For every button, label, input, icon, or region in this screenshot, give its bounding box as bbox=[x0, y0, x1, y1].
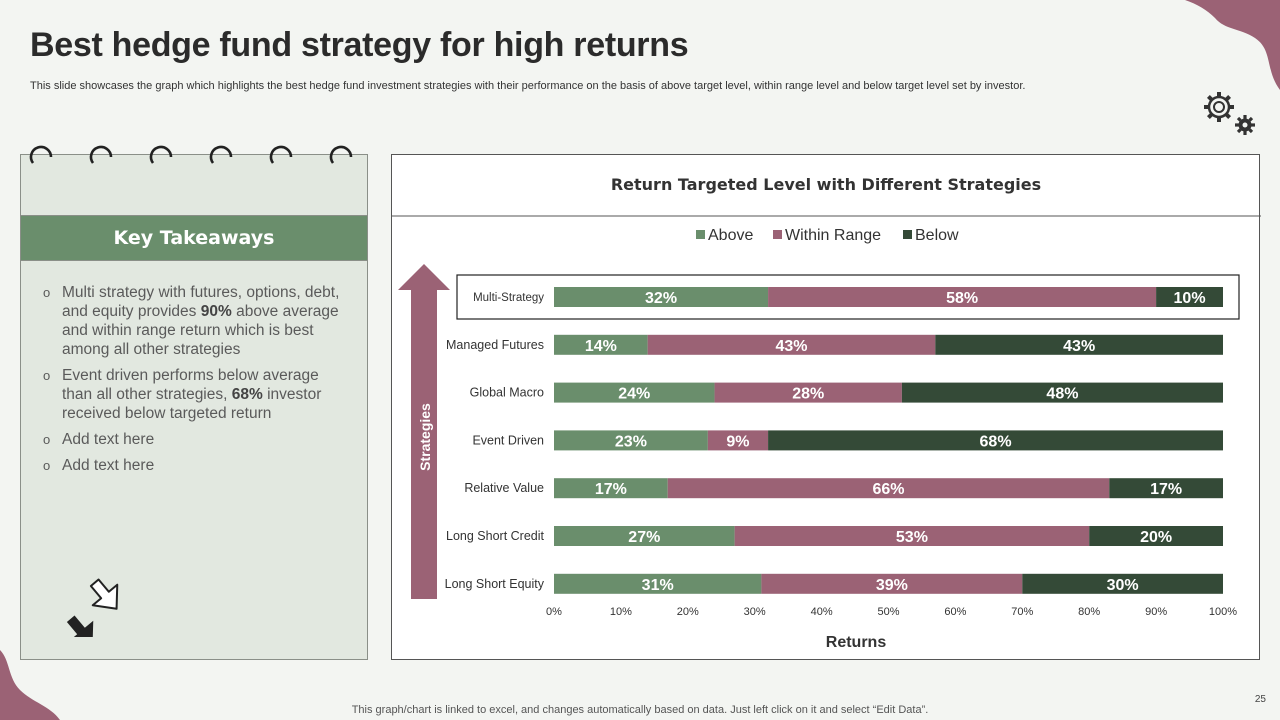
bar-0-0 bbox=[554, 287, 769, 307]
legend-label-2: Below bbox=[915, 227, 959, 244]
bar-2-3 bbox=[768, 430, 1223, 451]
bar-0-3 bbox=[554, 430, 708, 451]
data-label-1-6: 39% bbox=[876, 577, 908, 594]
bar-2-4 bbox=[1109, 478, 1223, 499]
x-tick-7: 70% bbox=[1011, 606, 1033, 618]
category-labels: Multi-Strategy Managed Futures Global Macr… bbox=[445, 292, 545, 591]
data-label-2-1: 43% bbox=[1063, 338, 1095, 355]
takeaway-item-1: Multi strategy with futures, options, de… bbox=[43, 283, 343, 359]
x-tick-4: 40% bbox=[811, 606, 833, 618]
data-label-2-0: 10% bbox=[1174, 290, 1206, 307]
key-takeaways-panel: Key Takeaways Multi strategy with future… bbox=[20, 154, 368, 660]
category-label-3: Event Driven bbox=[472, 433, 544, 447]
bar-0-5 bbox=[554, 526, 735, 546]
decorative-blob-bottom-left bbox=[0, 650, 60, 720]
bar-0-1 bbox=[554, 334, 648, 355]
x-tick-labels: 0% 10% 20% 30% 40% 50% 60% 70% 80% 90% 100% bbox=[546, 606, 1237, 618]
page-title: Best hedge fund strategy for high return… bbox=[30, 26, 689, 64]
bars-group: 32% 58% 10% 14% 43% 43% 24% 28% 48% 23% 9% 68% 17% 66… bbox=[554, 287, 1223, 594]
bar-1-2 bbox=[714, 382, 902, 403]
data-label-0-1: 14% bbox=[585, 338, 617, 355]
category-label-2: Global Macro bbox=[470, 386, 544, 400]
data-label-0-6: 31% bbox=[642, 577, 674, 594]
decorative-blob-top-right bbox=[1185, 0, 1280, 90]
bar-1-6 bbox=[761, 573, 1023, 594]
bar-1-4 bbox=[667, 478, 1110, 499]
bar-2-1 bbox=[935, 334, 1223, 355]
bar-1-1 bbox=[647, 334, 936, 355]
bar-2-0 bbox=[1156, 287, 1223, 307]
takeaway-item-2: Event driven performs below average than… bbox=[43, 366, 343, 423]
bar-0-6 bbox=[554, 573, 762, 594]
data-label-2-3: 68% bbox=[980, 433, 1012, 450]
legend-swatch-0 bbox=[696, 230, 705, 239]
category-label-4: Relative Value bbox=[464, 481, 544, 495]
click-arrows-icon bbox=[66, 578, 119, 637]
data-label-1-5: 53% bbox=[896, 529, 928, 546]
category-label-1: Managed Futures bbox=[446, 338, 544, 352]
bar-0-4 bbox=[554, 478, 668, 499]
gear-icon bbox=[1204, 92, 1255, 135]
x-tick-8: 80% bbox=[1078, 606, 1100, 618]
bar-2-2 bbox=[901, 382, 1223, 403]
bar-1-5 bbox=[734, 526, 1090, 546]
category-label-5: Long Short Credit bbox=[446, 529, 545, 543]
data-label-2-6: 30% bbox=[1107, 577, 1139, 594]
x-tick-1: 10% bbox=[610, 606, 632, 618]
chart-legend: Above Within Range Below bbox=[696, 227, 959, 244]
x-axis-label: Returns bbox=[826, 634, 887, 651]
data-label-0-5: 27% bbox=[628, 529, 660, 546]
key-takeaways-header: Key Takeaways bbox=[21, 215, 367, 261]
x-tick-3: 30% bbox=[744, 606, 766, 618]
key-takeaways-list: Multi strategy with futures, options, de… bbox=[43, 283, 343, 482]
x-tick-0: 0% bbox=[546, 606, 562, 618]
chart-title: Return Targeted Level with Different Str… bbox=[611, 175, 1041, 194]
bar-2-6 bbox=[1022, 573, 1223, 594]
page-subtitle: This slide showcases the graph which hig… bbox=[30, 80, 1026, 92]
data-label-2-5: 20% bbox=[1140, 529, 1172, 546]
x-tick-5: 50% bbox=[877, 606, 899, 618]
data-label-1-3: 9% bbox=[726, 433, 749, 450]
legend-label-1: Within Range bbox=[785, 227, 881, 244]
data-label-1-2: 28% bbox=[792, 386, 824, 403]
y-axis-label: Strategies bbox=[417, 403, 433, 471]
highlight-box bbox=[456, 274, 1240, 320]
data-label-1-1: 43% bbox=[775, 338, 807, 355]
notebook-rings bbox=[29, 145, 353, 164]
takeaway-item-4: Add text here bbox=[43, 456, 343, 475]
stacked-bar-chart: Return Targeted Level with Different Str… bbox=[392, 175, 1261, 651]
strategies-arrow bbox=[398, 264, 450, 599]
data-label-0-3: 23% bbox=[615, 433, 647, 450]
category-label-0: Multi-Strategy bbox=[473, 292, 544, 304]
x-tick-9: 90% bbox=[1145, 606, 1167, 618]
data-label-2-2: 48% bbox=[1046, 386, 1078, 403]
bar-2-5 bbox=[1089, 526, 1223, 546]
bar-0-2 bbox=[554, 382, 715, 403]
bar-1-3 bbox=[707, 430, 769, 451]
category-label-6: Long Short Equity bbox=[445, 577, 545, 591]
data-label-0-4: 17% bbox=[595, 481, 627, 498]
legend-swatch-1 bbox=[773, 230, 782, 239]
chart-panel: Return Targeted Level with Different Str… bbox=[391, 154, 1261, 660]
data-label-1-0: 58% bbox=[946, 290, 978, 307]
legend-label-0: Above bbox=[708, 227, 753, 244]
x-tick-2: 20% bbox=[677, 606, 699, 618]
bar-1-0 bbox=[768, 287, 1157, 307]
takeaway-item-3: Add text here bbox=[43, 430, 343, 449]
x-tick-6: 60% bbox=[944, 606, 966, 618]
footer-note: This graph/chart is linked to excel, and… bbox=[351, 704, 929, 716]
data-label-0-0: 32% bbox=[645, 290, 677, 307]
data-label-1-4: 66% bbox=[872, 481, 904, 498]
data-label-2-4: 17% bbox=[1150, 481, 1182, 498]
legend-swatch-2 bbox=[903, 230, 912, 239]
x-tick-10: 100% bbox=[1209, 606, 1237, 618]
data-label-0-2: 24% bbox=[618, 386, 650, 403]
page-number: 25 bbox=[1254, 694, 1266, 705]
